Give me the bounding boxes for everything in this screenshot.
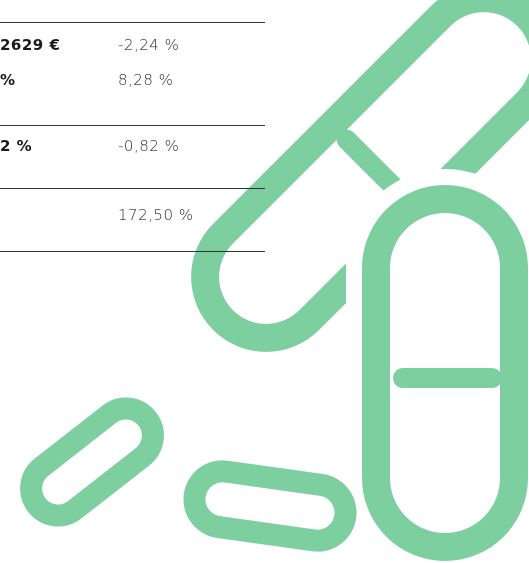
table-cell: -2,24 % <box>118 36 179 54</box>
table-rule <box>0 251 265 252</box>
table-rule <box>0 125 265 126</box>
page: {"table": {"rows": [ ["2629 €", "-2,24 %… <box>0 0 529 563</box>
table-cell: 2 % <box>0 137 32 155</box>
table-cell: 172,50 % <box>118 206 194 224</box>
small-pill-bottom <box>191 468 349 545</box>
table-cell: 8,28 % <box>118 71 173 89</box>
table-cell: 2629 € <box>0 36 60 54</box>
table-cell: % <box>0 71 16 89</box>
table-rule <box>0 22 265 23</box>
table-rule <box>0 188 265 189</box>
pill-illustration <box>0 0 529 563</box>
small-pill-left <box>20 398 164 527</box>
table-cell: -0,82 % <box>118 137 179 155</box>
vertical-pill <box>376 199 514 547</box>
